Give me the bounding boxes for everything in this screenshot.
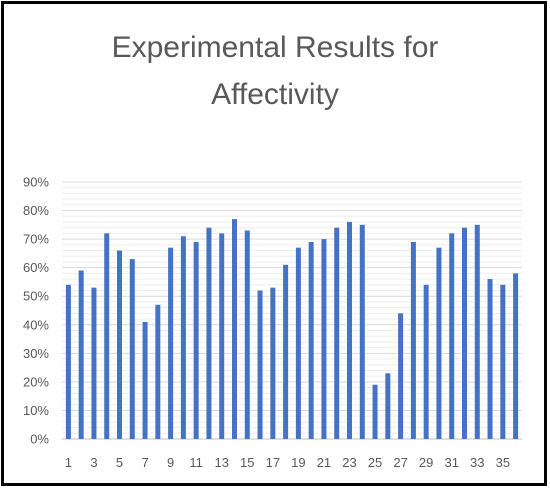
- y-tick-label: 80%: [23, 203, 49, 218]
- x-tick-label: 23: [342, 455, 356, 470]
- y-tick-label: 50%: [23, 289, 49, 304]
- bar: [372, 384, 378, 439]
- bar: [487, 279, 493, 439]
- bar: [168, 247, 174, 439]
- bar: [385, 373, 391, 439]
- gridlines: [62, 181, 522, 440]
- bar: [78, 270, 84, 439]
- bar: [423, 284, 429, 439]
- bar: [270, 287, 276, 439]
- y-tick-label: 30%: [23, 346, 49, 361]
- x-tick-label: 15: [240, 455, 254, 470]
- x-tick-label: 29: [419, 455, 433, 470]
- y-tick-label: 40%: [23, 317, 49, 332]
- chart-title: Experimental Results for Affectivity: [112, 31, 439, 111]
- y-tick-label: 20%: [23, 374, 49, 389]
- x-tick-label: 35: [496, 455, 510, 470]
- x-tick-label: 27: [393, 455, 407, 470]
- chart-title-line-2: Affectivity: [211, 78, 339, 111]
- bar: [334, 227, 340, 439]
- bar: [65, 284, 71, 439]
- bar: [321, 239, 327, 439]
- bar: [219, 233, 225, 439]
- bar: [155, 304, 161, 439]
- bar: [474, 224, 480, 439]
- bar: [462, 227, 467, 439]
- x-tick-label: 11: [189, 455, 203, 470]
- bar: [295, 247, 301, 439]
- y-tick-label: 10%: [23, 403, 49, 418]
- bar: [180, 236, 186, 439]
- y-axis-ticks: 0% 10% 20% 30% 40% 50% 60% 70% 80% 90%: [23, 175, 49, 447]
- bar: [117, 250, 122, 439]
- bar: [500, 284, 506, 439]
- x-tick-label: 25: [368, 455, 382, 470]
- bar: [232, 219, 237, 439]
- x-tick-label: 7: [141, 455, 148, 470]
- bars: [65, 219, 519, 439]
- y-tick-label: 60%: [23, 260, 49, 275]
- x-tick-label: 17: [266, 455, 280, 470]
- bar: [283, 264, 289, 439]
- x-tick-label: 19: [291, 455, 305, 470]
- x-axis-ticks: 1 3 5 7 9 11 13 15 17 19 21 23 25 27 29 31 33 35: [65, 455, 510, 470]
- x-tick-label: 31: [444, 455, 458, 470]
- bar: [449, 233, 455, 439]
- bar: [244, 230, 250, 439]
- y-tick-label: 0%: [30, 432, 49, 447]
- bar: [410, 241, 416, 439]
- x-tick-label: 3: [90, 455, 97, 470]
- y-tick-label: 70%: [23, 232, 49, 247]
- bar: [129, 259, 135, 439]
- x-tick-label: 33: [470, 455, 484, 470]
- x-tick-label: 9: [167, 455, 174, 470]
- bar: [347, 221, 352, 439]
- bar: [206, 227, 212, 439]
- bar: [142, 321, 148, 439]
- bar: [91, 287, 97, 439]
- y-tick-label: 90%: [23, 175, 49, 190]
- bar: [104, 233, 110, 439]
- x-tick-label: 21: [317, 455, 331, 470]
- bar: [257, 290, 263, 439]
- bar: [436, 247, 442, 439]
- x-tick-label: 13: [214, 455, 228, 470]
- x-tick-label: 1: [65, 455, 72, 470]
- bar: [398, 313, 404, 439]
- chart-title-line-1: Experimental Results for: [112, 31, 439, 64]
- bar: [513, 273, 519, 439]
- bar: [308, 241, 314, 439]
- bar: [359, 224, 365, 439]
- bar: [193, 241, 199, 439]
- x-tick-label: 5: [116, 455, 123, 470]
